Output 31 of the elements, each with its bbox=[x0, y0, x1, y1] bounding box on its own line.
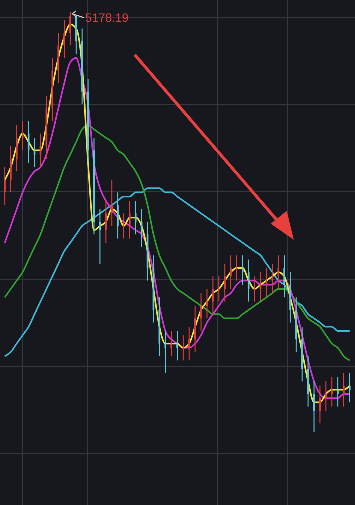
candlestick bbox=[129, 200, 131, 240]
candlestick bbox=[325, 381, 328, 412]
candlestick bbox=[164, 330, 166, 374]
candlestick bbox=[349, 372, 351, 404]
candlestick bbox=[16, 124, 18, 172]
candlestick bbox=[123, 213, 125, 240]
candlestick bbox=[218, 276, 220, 302]
candlestick bbox=[272, 264, 274, 294]
candlestick bbox=[278, 255, 280, 290]
candlestick bbox=[176, 330, 178, 362]
candlestick bbox=[224, 264, 226, 302]
candlestick bbox=[242, 255, 244, 286]
candlestick bbox=[170, 330, 172, 357]
candlestick bbox=[4, 166, 6, 206]
candlestick bbox=[188, 326, 190, 362]
candlestick bbox=[34, 138, 36, 168]
candlestick bbox=[117, 192, 119, 240]
candlestick bbox=[22, 120, 24, 152]
candlestick bbox=[70, 12, 72, 46]
candlestick bbox=[182, 334, 184, 362]
candlestick bbox=[331, 376, 333, 408]
candlestick bbox=[111, 180, 113, 227]
candlestick bbox=[337, 376, 339, 408]
candlestick bbox=[230, 255, 232, 290]
candlestick bbox=[134, 200, 137, 236]
annotation: 5178.19 bbox=[85, 11, 130, 25]
candlestick bbox=[284, 255, 286, 298]
candlestick bbox=[10, 146, 12, 194]
candlestick bbox=[64, 20, 66, 59]
candlestick bbox=[236, 255, 238, 282]
candlestick bbox=[343, 372, 345, 408]
